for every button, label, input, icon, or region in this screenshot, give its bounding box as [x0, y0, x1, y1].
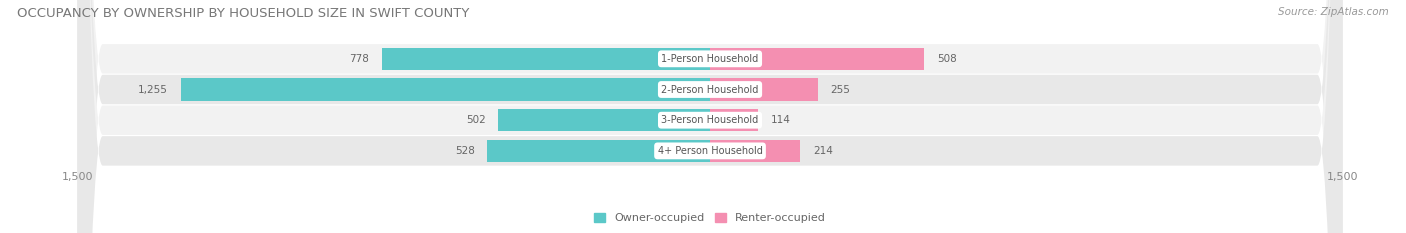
Text: 778: 778 [349, 54, 370, 64]
Text: 4+ Person Household: 4+ Person Household [658, 146, 762, 156]
Legend: Owner-occupied, Renter-occupied: Owner-occupied, Renter-occupied [589, 208, 831, 228]
Bar [710, 48, 924, 70]
Text: 255: 255 [830, 85, 851, 95]
Bar [498, 109, 710, 131]
Bar [181, 79, 710, 101]
Text: Source: ZipAtlas.com: Source: ZipAtlas.com [1278, 7, 1389, 17]
FancyBboxPatch shape [77, 0, 1343, 233]
Text: 3-Person Household: 3-Person Household [661, 115, 759, 125]
Text: 214: 214 [813, 146, 832, 156]
FancyBboxPatch shape [77, 0, 1343, 233]
Text: 502: 502 [465, 115, 485, 125]
Text: 2-Person Household: 2-Person Household [661, 85, 759, 95]
Text: 508: 508 [936, 54, 956, 64]
Bar [710, 79, 818, 101]
Bar [382, 48, 710, 70]
Text: 114: 114 [770, 115, 790, 125]
Text: 1,255: 1,255 [138, 85, 169, 95]
FancyBboxPatch shape [77, 0, 1343, 233]
Bar [710, 109, 758, 131]
Text: OCCUPANCY BY OWNERSHIP BY HOUSEHOLD SIZE IN SWIFT COUNTY: OCCUPANCY BY OWNERSHIP BY HOUSEHOLD SIZE… [17, 7, 470, 20]
Bar [710, 140, 800, 162]
Text: 1-Person Household: 1-Person Household [661, 54, 759, 64]
Bar [488, 140, 710, 162]
FancyBboxPatch shape [77, 0, 1343, 233]
Text: 528: 528 [454, 146, 475, 156]
